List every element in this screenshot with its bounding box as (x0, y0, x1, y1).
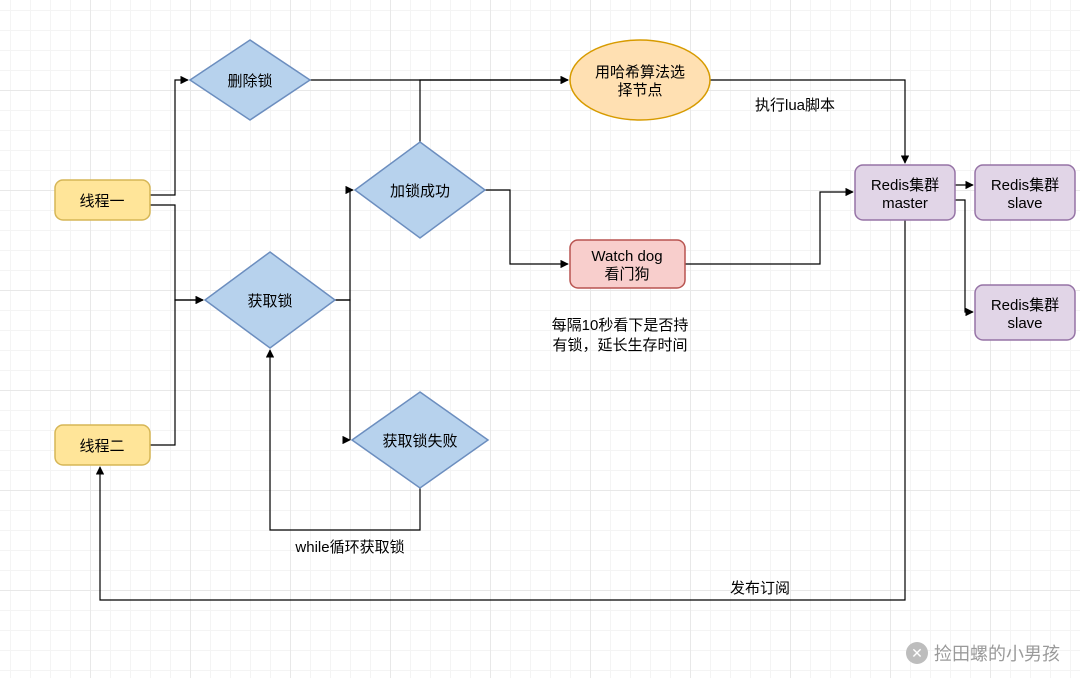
edge-acquire-success (335, 190, 353, 300)
svg-text:获取锁失败: 获取锁失败 (382, 433, 457, 450)
edge-thread1-acquire (150, 205, 203, 300)
edge-acquire-fail (335, 300, 350, 440)
edge-success-watchdog (485, 190, 568, 264)
edge-hash-master (710, 80, 905, 163)
node-redis-master: Redis集群 master (855, 165, 955, 220)
edge-label-lua: 执行lua脚本 (755, 97, 835, 114)
edge-master-slave2 (955, 200, 973, 312)
edge-label-pubsub: 发布订阅 (730, 580, 790, 597)
svg-text:master: master (882, 195, 928, 212)
svg-text:slave: slave (1007, 315, 1042, 332)
node-redis-slave1: Redis集群 slave (975, 165, 1075, 220)
svg-text:删除锁: 删除锁 (227, 73, 272, 90)
node-lock-success: 加锁成功 (355, 142, 485, 238)
note-line1: 每隔10秒看下是否持 (552, 317, 689, 334)
flowchart-diagram: 执行lua脚本 while循环获取锁 发布订阅 线程一 线程二 删除锁 获取锁 … (0, 0, 1080, 678)
svg-text:择节点: 择节点 (617, 82, 662, 99)
svg-text:Redis集群: Redis集群 (991, 297, 1059, 314)
svg-text:获取锁: 获取锁 (247, 293, 292, 310)
svg-text:Redis集群: Redis集群 (871, 177, 939, 194)
watermark: ✕ 捡田螺的小男孩 (906, 640, 1060, 666)
edge-success-hash (420, 80, 568, 142)
node-delete-lock: 删除锁 (190, 40, 310, 120)
watermark-icon: ✕ (906, 642, 928, 664)
node-redis-slave2: Redis集群 slave (975, 285, 1075, 340)
edge-pubsub (100, 220, 905, 600)
svg-text:线程一: 线程一 (79, 193, 124, 210)
edge-thread2-acquire (150, 300, 203, 445)
svg-text:slave: slave (1007, 195, 1042, 212)
svg-text:用哈希算法选: 用哈希算法选 (595, 63, 685, 81)
edge-thread1-delete (150, 80, 188, 195)
svg-text:Watch dog: Watch dog (591, 248, 662, 265)
svg-text:加锁成功: 加锁成功 (390, 183, 450, 200)
node-hash: 用哈希算法选 择节点 (570, 40, 710, 120)
node-lock-fail: 获取锁失败 (352, 392, 488, 488)
node-thread1: 线程一 (55, 180, 150, 220)
node-thread2: 线程二 (55, 425, 150, 465)
svg-text:看门狗: 看门狗 (604, 266, 649, 283)
svg-text:Redis集群: Redis集群 (991, 177, 1059, 194)
note-line2: 有锁，延长生存时间 (552, 337, 687, 354)
edge-label-while: while循环获取锁 (294, 539, 404, 556)
node-acquire-lock: 获取锁 (205, 252, 335, 348)
svg-text:线程二: 线程二 (79, 438, 124, 455)
watermark-text: 捡田螺的小男孩 (934, 640, 1060, 666)
node-watchdog: Watch dog 看门狗 (570, 240, 685, 288)
edge-watchdog-master (685, 192, 853, 264)
